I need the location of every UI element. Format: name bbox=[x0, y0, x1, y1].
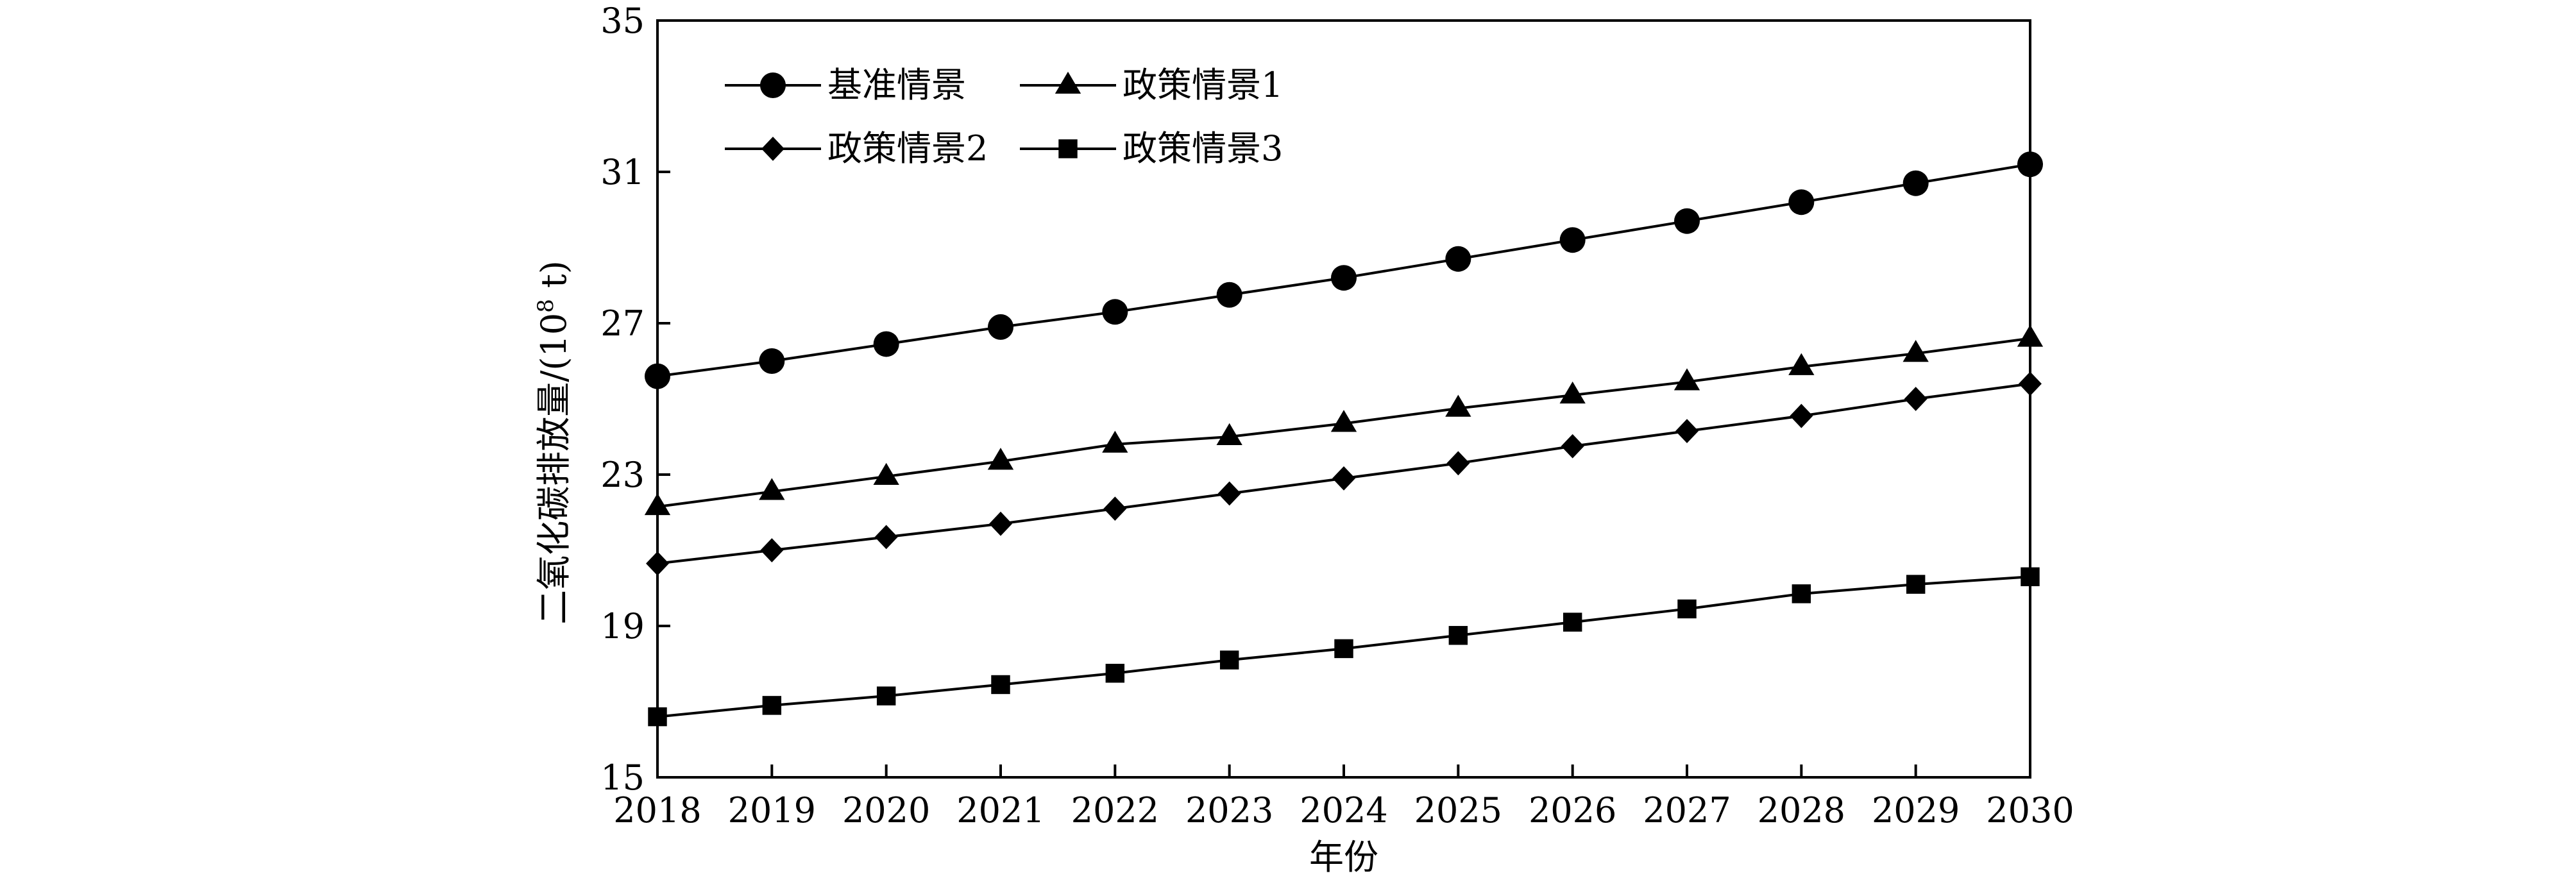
y-axis-title-superscript: 8 bbox=[533, 299, 559, 313]
data-point-series-3 bbox=[1446, 451, 1470, 476]
data-point-series-1 bbox=[1445, 246, 1471, 272]
data-point-series-2 bbox=[1559, 381, 1586, 404]
y-tick-label: 31 bbox=[600, 152, 645, 192]
data-point-series-2 bbox=[1788, 353, 1815, 375]
x-axis-title: 年份 bbox=[1309, 837, 1378, 875]
data-point-series-2 bbox=[1330, 410, 1357, 432]
legend-entry-1: 基准情景 bbox=[725, 65, 966, 105]
data-point-series-1 bbox=[1559, 227, 1586, 253]
data-point-series-3 bbox=[989, 511, 1012, 536]
x-tick-label: 2022 bbox=[1071, 790, 1159, 831]
data-point-series-4 bbox=[1334, 639, 1353, 659]
x-tick-label: 2020 bbox=[842, 790, 930, 831]
data-point-series-3 bbox=[760, 538, 784, 562]
legend-marker bbox=[761, 137, 784, 161]
legend-entry-2: 政策情景1 bbox=[1020, 65, 1283, 105]
data-point-series-1 bbox=[1788, 189, 1815, 215]
y-tick-label: 27 bbox=[600, 303, 645, 344]
x-tick-label: 2028 bbox=[1758, 790, 1845, 831]
y-tick-label: 35 bbox=[600, 1, 645, 41]
x-tick-label: 2027 bbox=[1643, 790, 1731, 831]
data-point-series-3 bbox=[1217, 481, 1241, 506]
data-point-series-1 bbox=[759, 348, 785, 374]
legend-marker bbox=[1058, 139, 1078, 158]
data-point-series-1 bbox=[1216, 282, 1242, 308]
x-tick-label: 2023 bbox=[1185, 790, 1273, 831]
data-point-series-4 bbox=[1448, 626, 1468, 645]
x-tick-label: 2029 bbox=[1872, 790, 1960, 831]
x-tick-label: 2021 bbox=[956, 790, 1044, 831]
axes: 15 19 23 27 31 35 2018 2019 2020 2021 2022 2023 2024… bbox=[600, 1, 2074, 831]
data-point-series-4 bbox=[1792, 584, 1811, 604]
legend-entry-3: 政策情景2 bbox=[725, 128, 988, 169]
plot-area bbox=[644, 151, 2044, 727]
data-point-series-4 bbox=[876, 686, 896, 705]
legend-label: 基准情景 bbox=[827, 65, 966, 105]
data-point-series-3 bbox=[1675, 419, 1699, 444]
data-point-series-1 bbox=[873, 331, 899, 357]
data-point-series-1 bbox=[1331, 265, 1357, 291]
data-point-series-1 bbox=[1674, 208, 1700, 234]
legend: 基准情景 政策情景1 政策情景2 政策情景3 bbox=[725, 65, 1283, 169]
data-point-series-4 bbox=[1105, 664, 1125, 683]
data-point-series-4 bbox=[991, 675, 1010, 695]
legend-entry-4: 政策情景3 bbox=[1020, 128, 1283, 169]
y-tick-label: 23 bbox=[600, 455, 645, 495]
x-tick-label: 2026 bbox=[1529, 790, 1616, 831]
data-point-series-2 bbox=[1445, 394, 1471, 417]
data-point-series-3 bbox=[874, 525, 898, 550]
data-point-series-2 bbox=[1674, 368, 1700, 391]
data-point-series-3 bbox=[1103, 496, 1127, 521]
data-point-series-3 bbox=[1561, 434, 1584, 459]
data-point-series-2 bbox=[759, 478, 785, 500]
x-tick-label: 2030 bbox=[1986, 790, 2074, 831]
y-tick-label: 19 bbox=[600, 606, 645, 646]
legend-label: 政策情景3 bbox=[1123, 128, 1283, 169]
data-point-series-3 bbox=[1790, 403, 1813, 428]
data-point-series-4 bbox=[1563, 612, 1582, 632]
y-axis-title: 二氧化碳排放量/(108 t) bbox=[533, 260, 574, 625]
x-tick-label: 2024 bbox=[1300, 790, 1387, 831]
data-point-series-4 bbox=[1677, 599, 1697, 619]
x-tick-label: 2025 bbox=[1414, 790, 1502, 831]
data-point-series-2 bbox=[987, 448, 1014, 470]
data-point-series-2 bbox=[873, 462, 899, 485]
data-point-series-4 bbox=[762, 696, 782, 715]
legend-label: 政策情景1 bbox=[1123, 65, 1283, 105]
x-tick-label: 2018 bbox=[613, 790, 701, 831]
legend-marker bbox=[760, 72, 786, 98]
y-axis-title-unit: t) bbox=[534, 260, 574, 299]
data-point-series-2 bbox=[1902, 339, 1929, 362]
data-point-series-1 bbox=[1902, 170, 1929, 196]
data-point-series-1 bbox=[988, 314, 1013, 340]
data-point-series-2 bbox=[1216, 423, 1242, 445]
data-point-series-1 bbox=[1102, 299, 1128, 325]
legend-label: 政策情景2 bbox=[827, 128, 988, 169]
data-point-series-4 bbox=[1906, 575, 1926, 594]
data-point-series-3 bbox=[1332, 466, 1355, 491]
data-point-series-3 bbox=[1904, 387, 1928, 411]
legend-marker bbox=[1055, 71, 1081, 94]
y-axis-title-main: 二氧化碳排放量/(10 bbox=[534, 313, 574, 625]
y-tick-label: 15 bbox=[600, 757, 645, 798]
data-point-series-4 bbox=[1219, 650, 1239, 670]
data-point-series-2 bbox=[1102, 430, 1128, 453]
x-tick-label: 2019 bbox=[728, 790, 816, 831]
